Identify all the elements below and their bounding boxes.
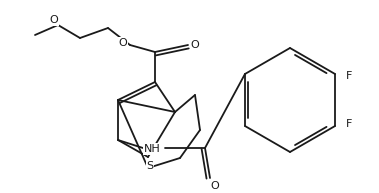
Text: F: F	[346, 71, 352, 81]
Text: F: F	[346, 119, 352, 129]
Text: S: S	[146, 161, 153, 171]
Text: NH: NH	[144, 144, 160, 154]
Text: O: O	[211, 181, 219, 191]
Text: O: O	[119, 38, 127, 48]
Text: O: O	[191, 40, 199, 50]
Text: O: O	[50, 15, 58, 25]
